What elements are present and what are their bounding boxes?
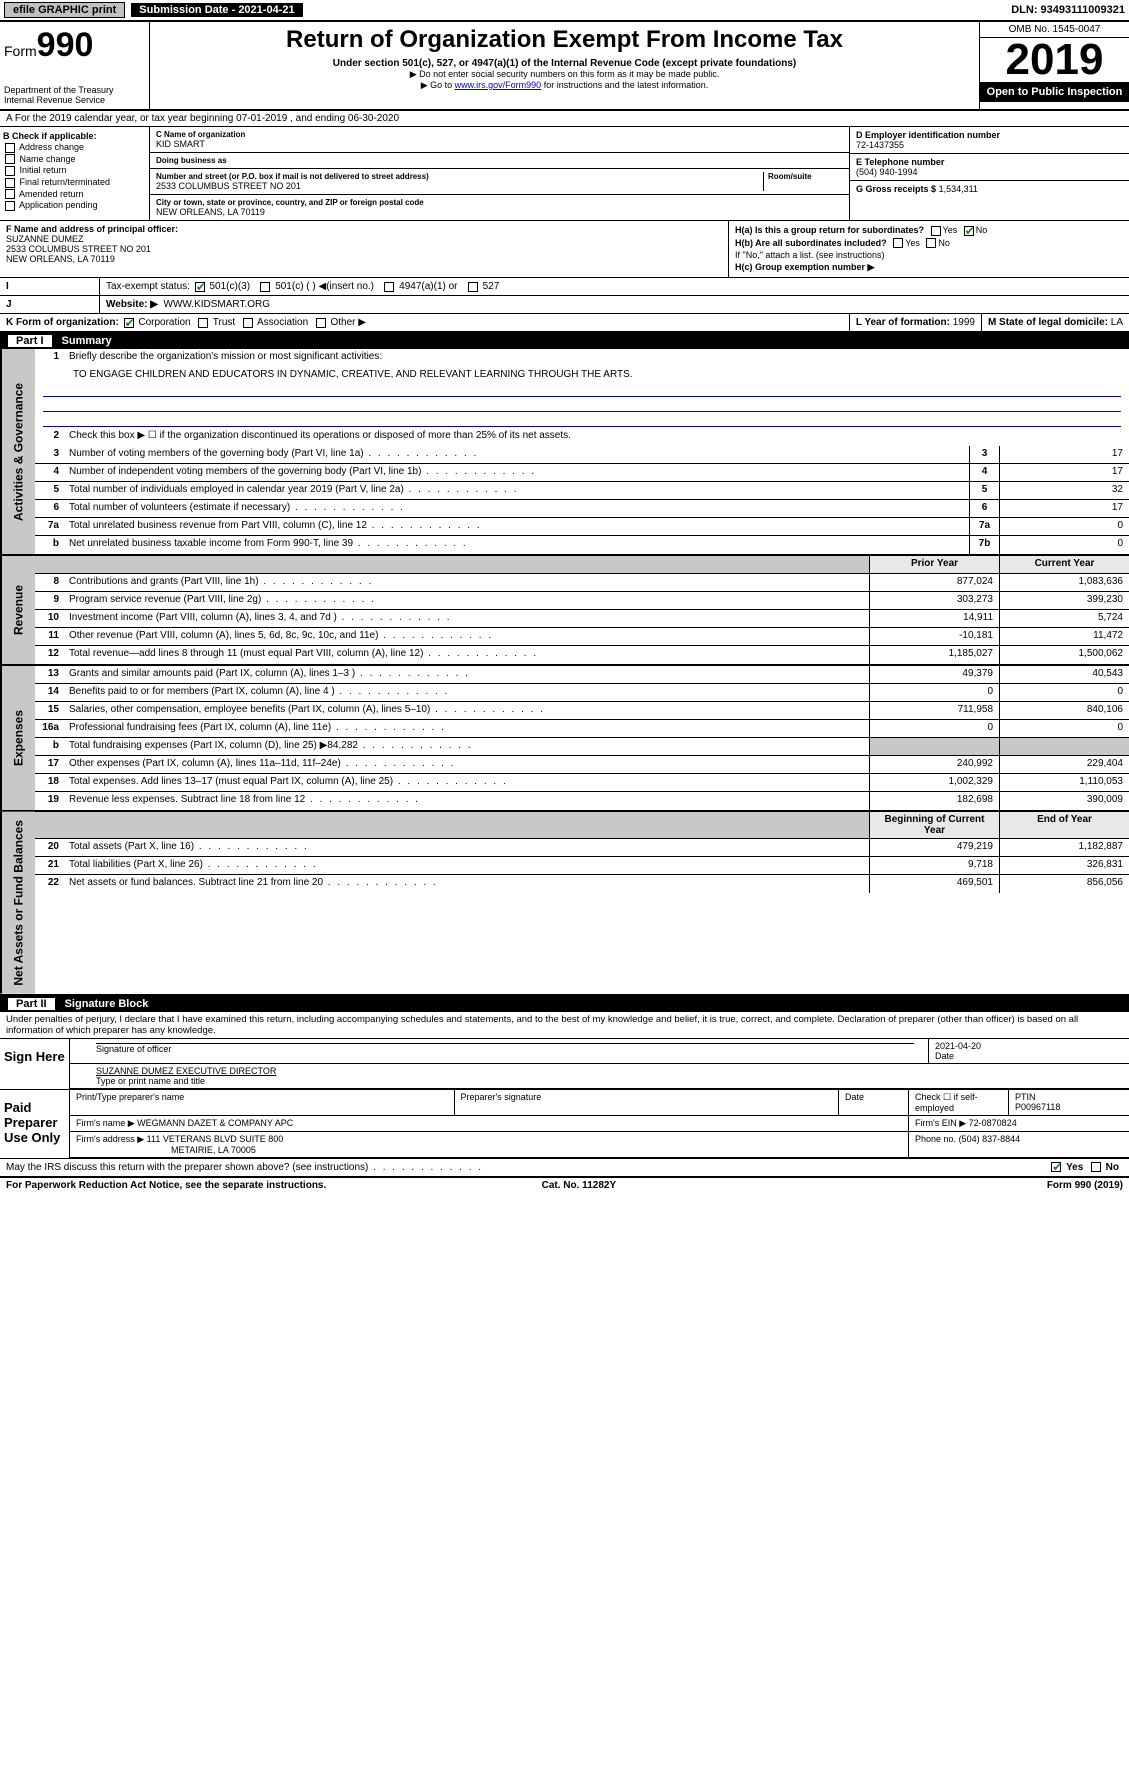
subtitle3: ▶ Go to www.irs.gov/Form990 for instruct… xyxy=(160,80,969,91)
page-footer: For Paperwork Reduction Act Notice, see … xyxy=(0,1177,1129,1193)
telephone: (504) 940-1994 xyxy=(856,167,1123,177)
website-row: J Website: ▶ WWW.KIDSMART.ORG xyxy=(0,296,1129,314)
perjury-text: Under penalties of perjury, I declare th… xyxy=(0,1012,1129,1039)
table-row: 20Total assets (Part X, line 16)479,2191… xyxy=(35,839,1129,857)
org-address: 2533 COLUMBUS STREET NO 201 xyxy=(156,181,763,191)
table-row: 15Salaries, other compensation, employee… xyxy=(35,702,1129,720)
part1-header: Part ISummary xyxy=(0,333,1129,349)
block-c: C Name of organization KID SMART Doing b… xyxy=(150,127,849,220)
tax-year: 2019 xyxy=(980,38,1129,82)
discuss-row: May the IRS discuss this return with the… xyxy=(0,1159,1129,1177)
table-row: 7aTotal unrelated business revenue from … xyxy=(35,518,1129,536)
officer-name: SUZANNE DUMEZ xyxy=(6,234,722,244)
block-b: B Check if applicable: Address change Na… xyxy=(0,127,150,220)
table-row: 13Grants and similar amounts paid (Part … xyxy=(35,666,1129,684)
firm-ein: 72-0870824 xyxy=(969,1118,1017,1128)
table-row: 5Total number of individuals employed in… xyxy=(35,482,1129,500)
side-netassets: Net Assets or Fund Balances xyxy=(0,812,35,994)
website-url[interactable]: WWW.KIDSMART.ORG xyxy=(164,299,270,310)
form990-link[interactable]: www.irs.gov/Form990 xyxy=(455,80,542,90)
table-row: 10Investment income (Part VIII, column (… xyxy=(35,610,1129,628)
table-row: 16aProfessional fundraising fees (Part I… xyxy=(35,720,1129,738)
irs-label: Internal Revenue Service xyxy=(4,95,145,105)
tax-status-row: I Tax-exempt status: 501(c)(3) 501(c) ( … xyxy=(0,278,1129,296)
subtitle2: ▶ Do not enter social security numbers o… xyxy=(160,69,969,80)
table-row: bNet unrelated business taxable income f… xyxy=(35,536,1129,554)
table-row: 14Benefits paid to or for members (Part … xyxy=(35,684,1129,702)
table-row: 12Total revenue—add lines 8 through 11 (… xyxy=(35,646,1129,664)
line-k: K Form of organization: Corporation Trus… xyxy=(0,314,1129,333)
firm-phone: (504) 837-8844 xyxy=(959,1134,1021,1144)
block-d: D Employer identification number 72-1437… xyxy=(849,127,1129,220)
side-activities: Activities & Governance xyxy=(0,349,35,554)
table-row: 18Total expenses. Add lines 13–17 (must … xyxy=(35,774,1129,792)
block-h: H(a) Is this a group return for subordin… xyxy=(729,221,1129,277)
table-row: 8Contributions and grants (Part VIII, li… xyxy=(35,574,1129,592)
table-row: 3Number of voting members of the governi… xyxy=(35,446,1129,464)
table-row: 11Other revenue (Part VIII, column (A), … xyxy=(35,628,1129,646)
submission-date: Submission Date - 2021-04-21 xyxy=(131,3,302,17)
side-expenses: Expenses xyxy=(0,666,35,810)
mission-text: TO ENGAGE CHILDREN AND EDUCATORS IN DYNA… xyxy=(35,367,1129,382)
efile-btn[interactable]: efile GRAPHIC print xyxy=(4,2,125,18)
officer-signature-name: SUZANNE DUMEZ EXECUTIVE DIRECTOR xyxy=(76,1066,1123,1076)
table-row: bTotal fundraising expenses (Part IX, co… xyxy=(35,738,1129,756)
top-bar: efile GRAPHIC print Submission Date - 20… xyxy=(0,0,1129,22)
sign-date: 2021-04-20 xyxy=(935,1041,1123,1051)
block-bcd: B Check if applicable: Address change Na… xyxy=(0,127,1129,221)
form-title: Return of Organization Exempt From Incom… xyxy=(160,26,969,54)
gross-receipts: 1,534,311 xyxy=(939,184,978,194)
line-a: A For the 2019 calendar year, or tax yea… xyxy=(0,111,1129,127)
dept-label: Department of the Treasury xyxy=(4,85,145,95)
sign-here-block: Sign Here Signature of officer 2021-04-2… xyxy=(0,1039,1129,1090)
block-f: F Name and address of principal officer:… xyxy=(0,221,729,277)
form-header: Form990 Department of the Treasury Inter… xyxy=(0,22,1129,111)
table-row: 4Number of independent voting members of… xyxy=(35,464,1129,482)
table-row: 9Program service revenue (Part VIII, lin… xyxy=(35,592,1129,610)
table-row: 22Net assets or fund balances. Subtract … xyxy=(35,875,1129,893)
org-name: KID SMART xyxy=(156,139,843,149)
table-row: 17Other expenses (Part IX, column (A), l… xyxy=(35,756,1129,774)
ein: 72-1437355 xyxy=(856,140,1123,150)
subtitle1: Under section 501(c), 527, or 4947(a)(1)… xyxy=(160,58,969,69)
table-row: 6Total number of volunteers (estimate if… xyxy=(35,500,1129,518)
ptin: P00967118 xyxy=(1015,1102,1123,1112)
form-number: Form990 xyxy=(4,26,145,65)
firm-name: WEGMANN DAZET & COMPANY APC xyxy=(137,1118,293,1128)
side-revenue: Revenue xyxy=(0,556,35,664)
block-fh: F Name and address of principal officer:… xyxy=(0,221,1129,278)
paid-preparer-block: Paid Preparer Use Only Print/Type prepar… xyxy=(0,1090,1129,1159)
open-public: Open to Public Inspection xyxy=(980,82,1129,102)
table-row: 19Revenue less expenses. Subtract line 1… xyxy=(35,792,1129,810)
org-city: NEW ORLEANS, LA 70119 xyxy=(156,207,843,217)
dln: DLN: 93493111009321 xyxy=(1011,4,1125,16)
part2-header: Part IISignature Block xyxy=(0,996,1129,1012)
table-row: 21Total liabilities (Part X, line 26)9,7… xyxy=(35,857,1129,875)
